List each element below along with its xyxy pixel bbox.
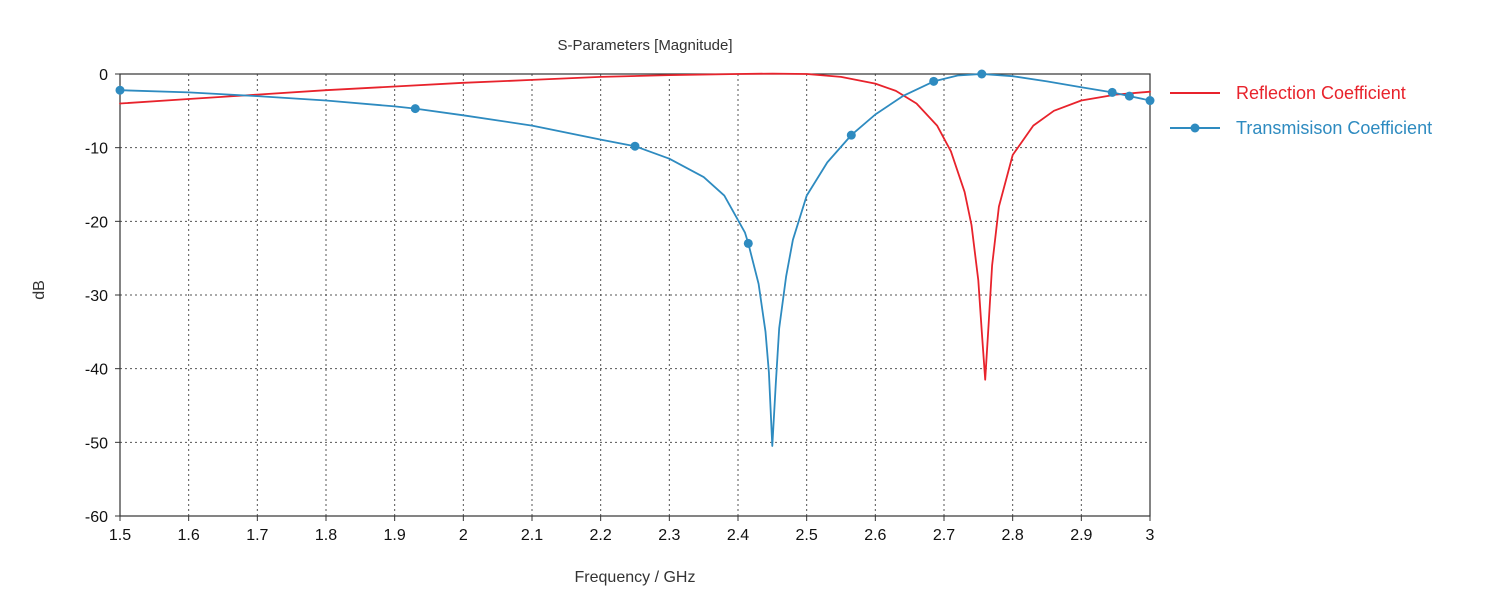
transmisison-coefficient-marker xyxy=(410,104,420,114)
y-tick-label: -20 xyxy=(85,214,108,231)
y-tick-label: 0 xyxy=(99,67,108,84)
y-tick-label: -10 xyxy=(85,141,108,158)
x-tick-label: 2.3 xyxy=(658,527,680,544)
legend-label-transmisison-coefficient: Transmisison Coefficient xyxy=(1236,118,1432,138)
x-tick-label: 2.4 xyxy=(727,527,749,544)
x-tick-label: 2.7 xyxy=(933,527,955,544)
x-tick-label: 1.7 xyxy=(246,527,268,544)
x-tick-label: 2 xyxy=(459,527,468,544)
y-axis-ticks: 0 -10 -20 -30 -40 -50 -60 xyxy=(85,67,120,526)
transmisison-coefficient-marker xyxy=(630,141,640,151)
x-axis-label: Frequency / GHz xyxy=(575,569,696,586)
x-tick-label: 2.2 xyxy=(590,527,612,544)
x-tick-label: 2.6 xyxy=(864,527,886,544)
y-tick-label: -40 xyxy=(85,362,108,379)
x-tick-label: 1.6 xyxy=(178,527,200,544)
x-tick-label: 2.8 xyxy=(1002,527,1024,544)
y-tick-label: -30 xyxy=(85,288,108,305)
x-tick-label: 3 xyxy=(1146,527,1155,544)
x-tick-label: 2.9 xyxy=(1070,527,1092,544)
transmisison-coefficient-line xyxy=(119,73,1151,447)
series-layer xyxy=(115,69,1155,447)
y-tick-label: -60 xyxy=(85,509,108,526)
reflection-coefficient-line xyxy=(119,72,1151,381)
transmisison-coefficient-marker xyxy=(1107,87,1117,97)
chart-title: S-Parameters [Magnitude] xyxy=(557,37,732,54)
transmisison-coefficient-marker xyxy=(743,238,753,248)
x-tick-label: 1.8 xyxy=(315,527,337,544)
legend-label-reflection-coefficient: Reflection Coefficient xyxy=(1236,83,1406,103)
transmisison-coefficient-marker xyxy=(977,69,987,79)
x-axis-ticks: 1.5 1.6 1.7 1.8 1.9 2 2.1 2.2 2.3 2.4 2.5 2.6 2.7 2.8… xyxy=(109,516,1155,544)
transmisison-coefficient-marker xyxy=(1145,96,1155,106)
x-tick-label: 1.5 xyxy=(109,527,131,544)
grid-lines xyxy=(120,74,1150,516)
x-tick-label: 2.1 xyxy=(521,527,543,544)
transmisison-coefficient-marker xyxy=(846,130,856,140)
transmisison-coefficient-marker xyxy=(1124,91,1134,101)
transmisison-coefficient-marker xyxy=(929,76,939,86)
y-axis-label: dB xyxy=(31,280,48,300)
legend: Reflection Coefficient Transmisison Coeff… xyxy=(1170,83,1432,138)
x-tick-label: 1.9 xyxy=(384,527,406,544)
legend-marker-transmisison-coefficient xyxy=(1190,123,1200,133)
transmisison-coefficient-marker xyxy=(115,85,125,95)
y-tick-label: -50 xyxy=(85,435,108,452)
x-tick-label: 2.5 xyxy=(796,527,818,544)
